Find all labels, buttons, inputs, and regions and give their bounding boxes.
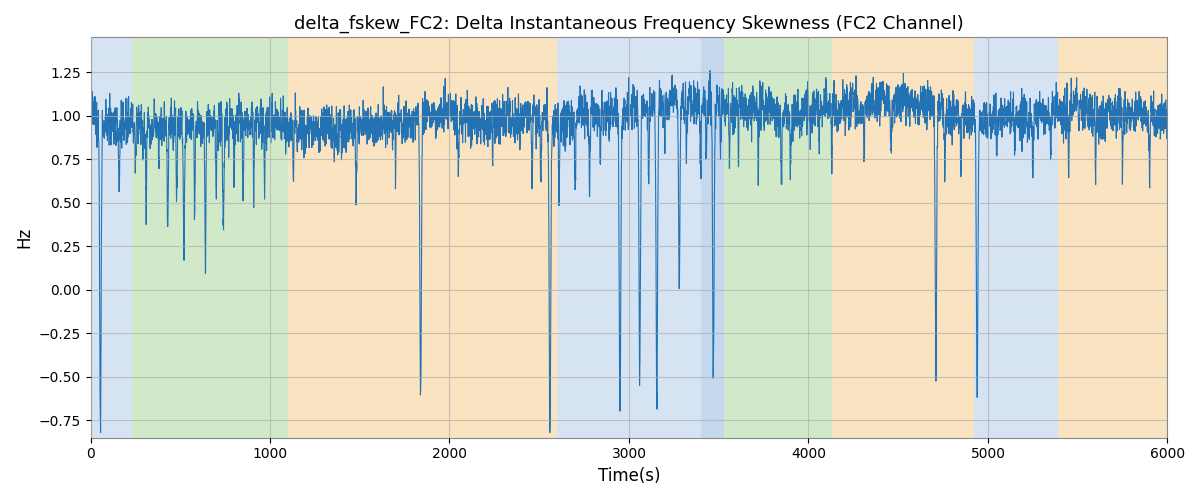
Bar [832, 38, 973, 438]
Bar [288, 38, 557, 438]
Bar [973, 38, 1058, 438]
Bar [701, 38, 724, 438]
X-axis label: Time(s): Time(s) [598, 467, 660, 485]
Bar [132, 38, 288, 438]
Title: delta_fskew_FC2: Delta Instantaneous Frequency Skewness (FC2 Channel): delta_fskew_FC2: Delta Instantaneous Fre… [294, 15, 964, 34]
Bar [1058, 38, 1168, 438]
Bar [557, 38, 701, 438]
Bar [724, 38, 832, 438]
Bar [90, 38, 132, 438]
Y-axis label: Hz: Hz [14, 227, 32, 248]
